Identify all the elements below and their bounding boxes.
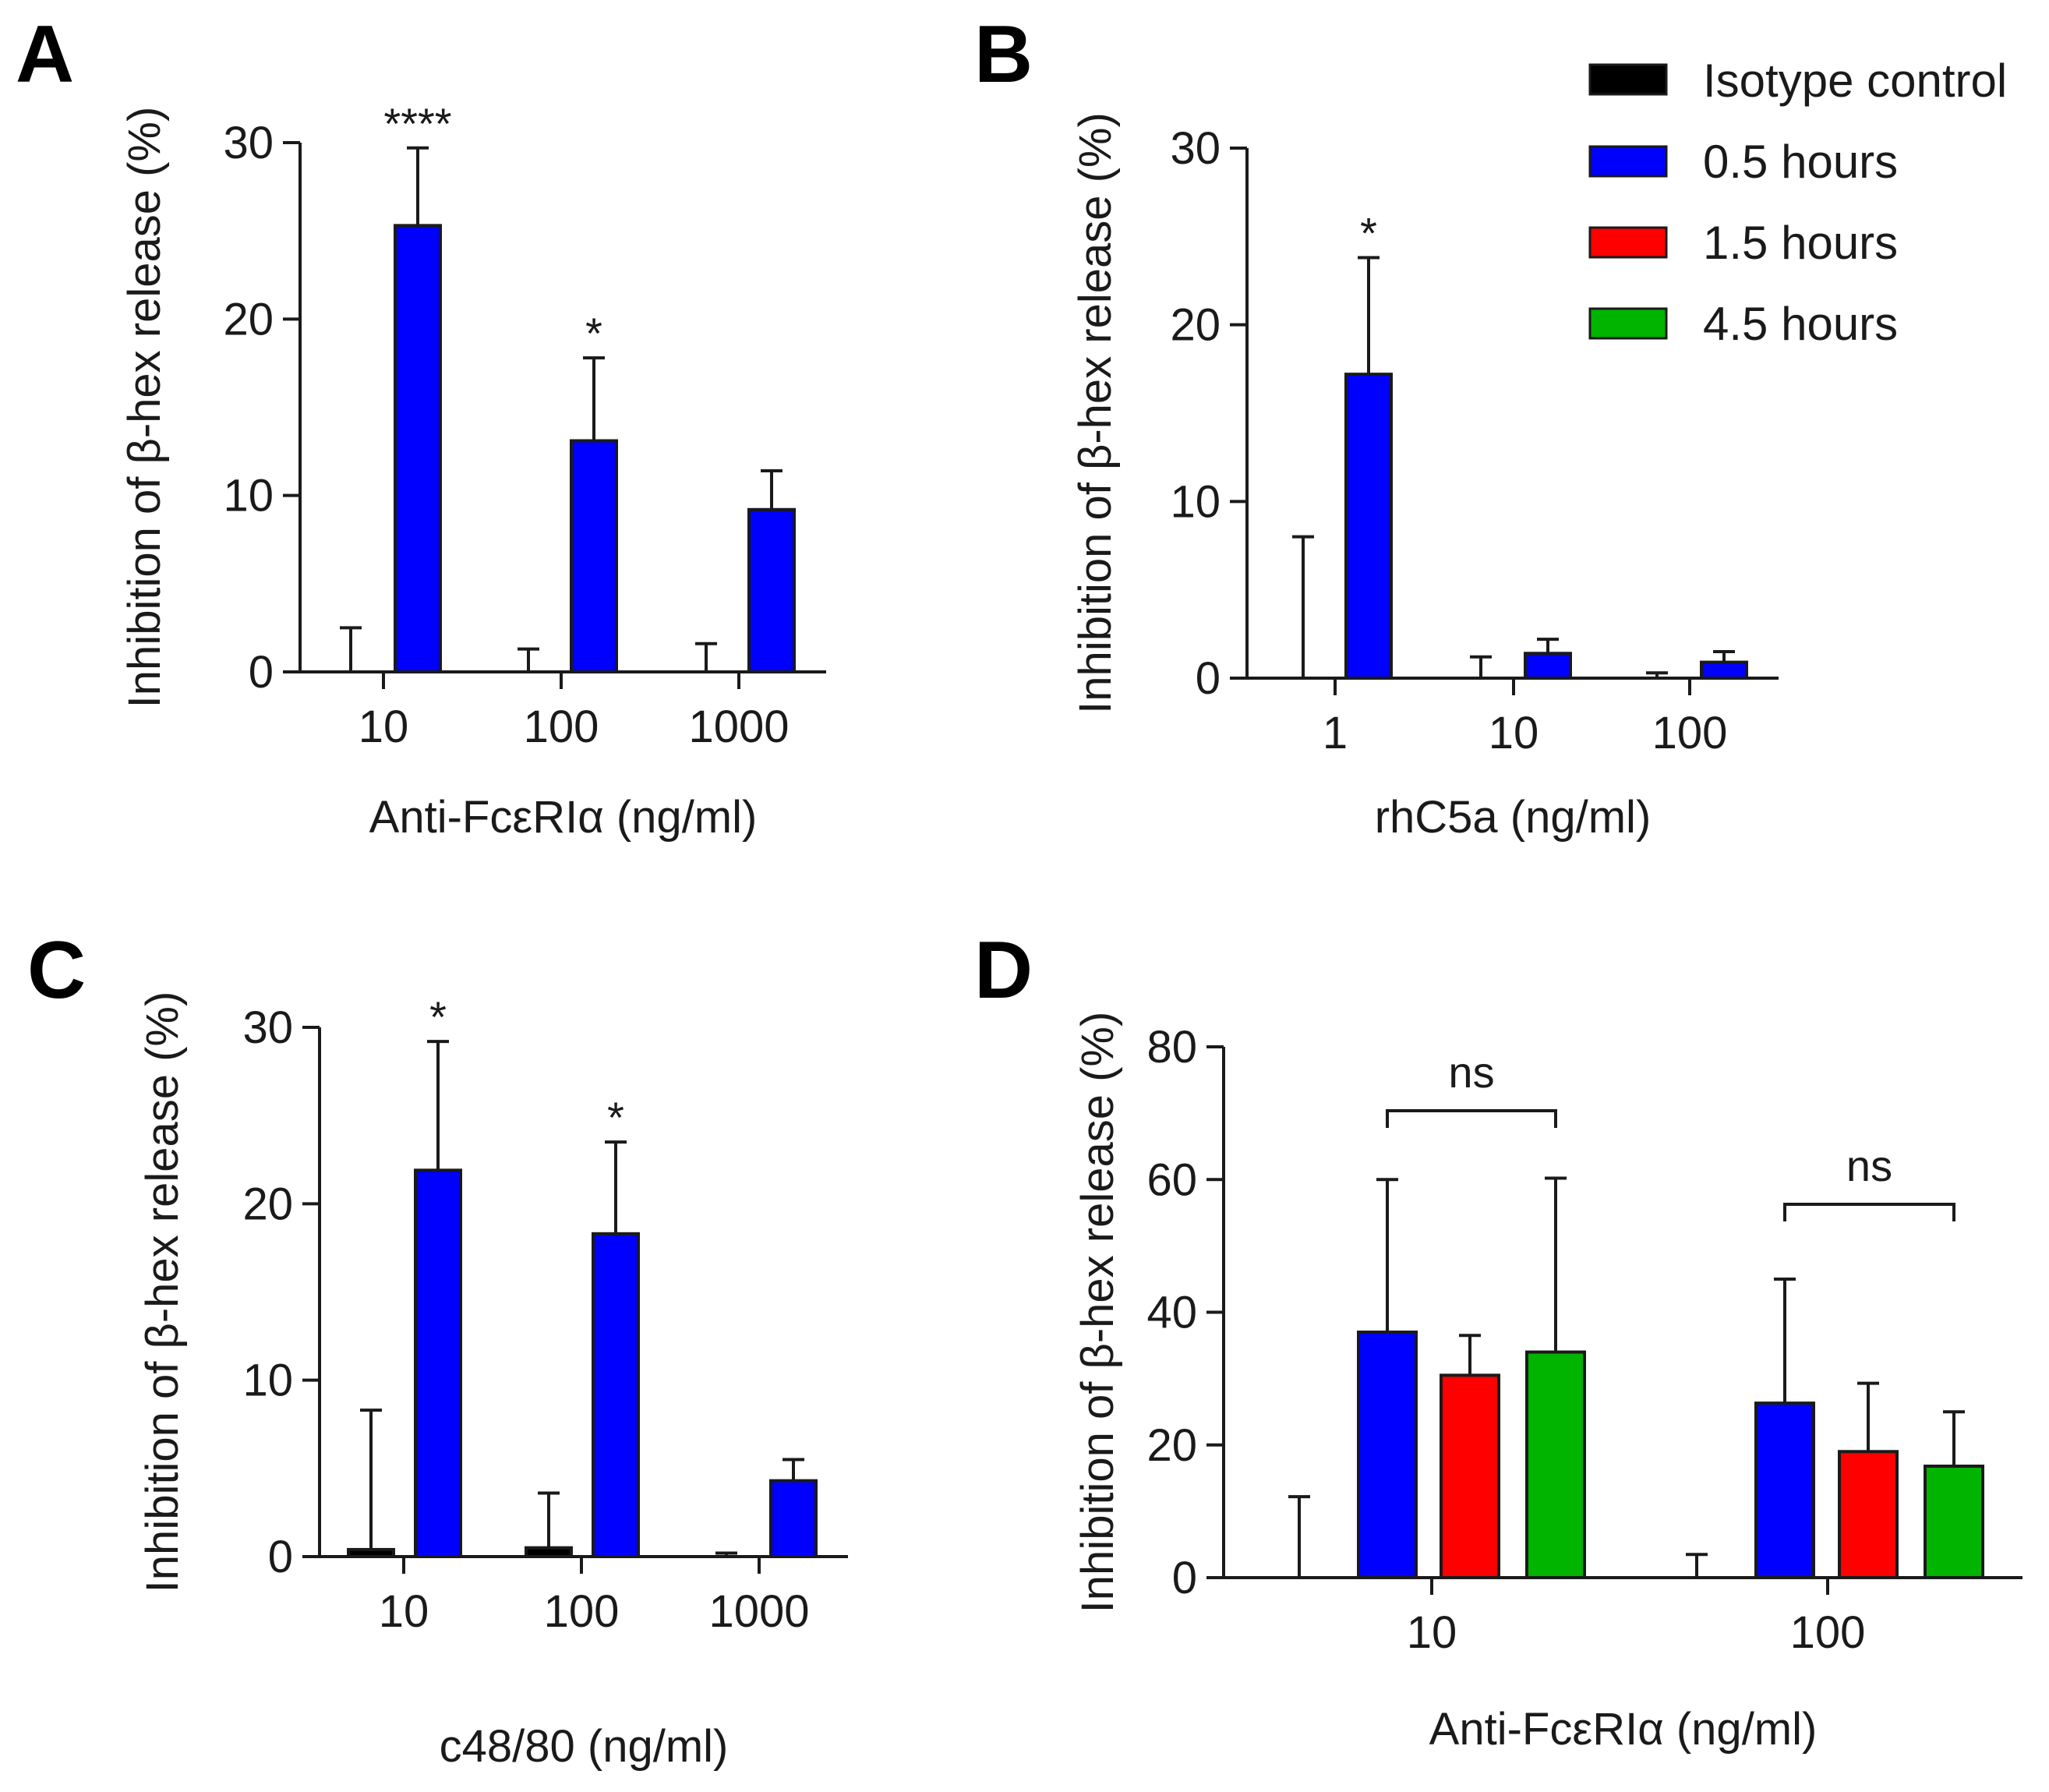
x-tick-label-b-100: 100 — [1652, 708, 1728, 758]
panel-b: B 0 10 20 30 Inhibition of β-hex release (%)… — [974, 9, 1779, 843]
legend-item-0-5-hours: 0.5 hours — [1588, 136, 1898, 188]
y-tick-label-d-0: 0 — [1172, 1553, 1197, 1603]
x-tick-label-a-10: 10 — [359, 702, 409, 752]
bar-a-0-5-hours-10 — [394, 224, 442, 674]
panel-label-b: B — [974, 9, 1033, 100]
legend-swatch-0-5-hours — [1588, 145, 1668, 178]
y-tick-label-a-30: 30 — [223, 118, 274, 168]
chart-d: 0 20 40 60 80 Inhibition of β-hex release (%)… — [1072, 1012, 2023, 1755]
legend-item-4-5-hours: 4.5 hours — [1588, 298, 1898, 350]
chart-a: 0 10 20 30 Inhibition of β-hex release (%) 10… — [119, 99, 826, 843]
bar-c-isotype-control-10 — [347, 1547, 395, 1558]
bar-b-0-5-hours-10 — [1524, 652, 1572, 680]
y-tick-label-d-20: 20 — [1146, 1420, 1197, 1471]
legend: Isotype control 0.5 hours 1.5 hours 4.5 … — [1588, 55, 2007, 350]
bracket-label-d-1: ns — [1846, 1141, 1892, 1190]
bar-b-0-5-hours-100 — [1700, 660, 1748, 680]
x-axis-label-b: rhC5a (ng/ml) — [1375, 792, 1652, 843]
y-axis-label-b: Inhibition of β-hex release (%) — [1070, 112, 1121, 714]
y-tick-label-b-30: 30 — [1170, 123, 1221, 174]
x-tick-label-c-100: 100 — [544, 1586, 620, 1637]
y-tick-label-b-0: 0 — [1196, 653, 1221, 704]
legend-label-4-5-hours: 4.5 hours — [1703, 298, 1898, 350]
legend-label-isotype-control: Isotype control — [1703, 55, 2007, 107]
y-tick-label-c-10: 10 — [242, 1355, 293, 1406]
bar-d-0-5-hours-10 — [1357, 1331, 1418, 1579]
bracket-d-1 — [1783, 1203, 1955, 1221]
bracket-d-0 — [1386, 1109, 1557, 1128]
panel-a: A 0 10 20 30 Inhibition of β-hex release (%)… — [16, 9, 826, 843]
bar-c-0-5-hours-10 — [414, 1168, 462, 1558]
significance-b-0: * — [1360, 209, 1377, 258]
y-tick-label-b-20: 20 — [1170, 300, 1221, 351]
panel-label-c: C — [27, 925, 86, 1016]
bar-b-0-5-hours-1 — [1344, 373, 1393, 680]
y-tick-label-d-60: 60 — [1146, 1154, 1197, 1205]
y-tick-label-a-0: 0 — [249, 647, 274, 698]
y-axis-label-a: Inhibition of β-hex release (%) — [119, 107, 170, 709]
x-tick-label-b-1: 1 — [1323, 708, 1348, 758]
legend-item-1-5-hours: 1.5 hours — [1588, 217, 1898, 269]
x-tick-label-a-100: 100 — [524, 702, 599, 752]
legend-label-0-5-hours: 0.5 hours — [1703, 136, 1898, 188]
bar-d-1-5-hours-100 — [1838, 1450, 1899, 1579]
x-tick-label-b-10: 10 — [1489, 708, 1539, 758]
significance-a-0: **** — [383, 99, 451, 148]
bar-c-0-5-hours-100 — [592, 1232, 640, 1559]
panel-d: D 0 20 40 60 80 Inhibition of β-hex release (… — [974, 925, 2023, 1755]
x-tick-label-a-1000: 1000 — [688, 702, 789, 752]
y-tick-label-c-20: 20 — [242, 1179, 293, 1229]
x-tick-label-c-10: 10 — [379, 1586, 429, 1637]
y-tick-label-a-20: 20 — [223, 294, 274, 345]
bar-d-4-5-hours-10 — [1525, 1350, 1586, 1579]
chart-c: 0 10 20 30 Inhibition of β-hex release (%) 10… — [137, 991, 848, 1772]
bar-c-0-5-hours-1000 — [769, 1479, 818, 1558]
panel-label-a: A — [16, 9, 74, 100]
legend-item-isotype-control: Isotype control — [1588, 55, 2007, 107]
panel-label-d: D — [974, 925, 1033, 1016]
bar-d-1-5-hours-10 — [1440, 1373, 1500, 1580]
y-axis-label-c: Inhibition of β-hex release (%) — [137, 991, 188, 1593]
x-tick-label-d-100: 100 — [1790, 1607, 1866, 1658]
x-tick-label-d-10: 10 — [1407, 1607, 1457, 1658]
x-tick-label-c-1000: 1000 — [708, 1586, 809, 1637]
y-tick-label-d-40: 40 — [1146, 1288, 1197, 1338]
y-tick-label-c-30: 30 — [242, 1002, 293, 1053]
y-tick-label-c-0: 0 — [268, 1532, 293, 1582]
significance-c-0: * — [429, 992, 447, 1041]
bracket-label-d-0: ns — [1448, 1048, 1494, 1097]
x-axis-label-d: Anti-FcεRIα (ng/ml) — [1429, 1704, 1818, 1755]
bar-d-4-5-hours-100 — [1924, 1464, 1984, 1579]
y-tick-label-a-10: 10 — [223, 471, 274, 521]
legend-swatch-isotype-control — [1588, 63, 1668, 96]
bar-a-0-5-hours-1000 — [747, 507, 796, 673]
panel-c: C 0 10 20 30 Inhibition of β-hex release (%)… — [27, 925, 848, 1772]
y-tick-label-b-10: 10 — [1170, 476, 1221, 527]
chart-b: 0 10 20 30 Inhibition of β-hex release (%) 1 1… — [1070, 112, 1779, 843]
legend-label-1-5-hours: 1.5 hours — [1703, 217, 1898, 269]
legend-swatch-1-5-hours — [1588, 226, 1668, 259]
legend-swatch-4-5-hours — [1588, 307, 1668, 340]
y-axis-label-d: Inhibition of β-hex release (%) — [1072, 1012, 1123, 1614]
bar-a-0-5-hours-100 — [570, 439, 618, 674]
y-tick-label-d-80: 80 — [1146, 1022, 1197, 1073]
significance-a-1: * — [585, 309, 602, 358]
bar-d-0-5-hours-100 — [1754, 1401, 1815, 1579]
x-axis-label-c: c48/80 (ng/ml) — [440, 1721, 729, 1772]
x-axis-label-a: Anti-FcεRIα (ng/ml) — [369, 792, 758, 843]
significance-c-1: * — [607, 1093, 624, 1142]
bar-c-isotype-control-100 — [525, 1546, 573, 1559]
